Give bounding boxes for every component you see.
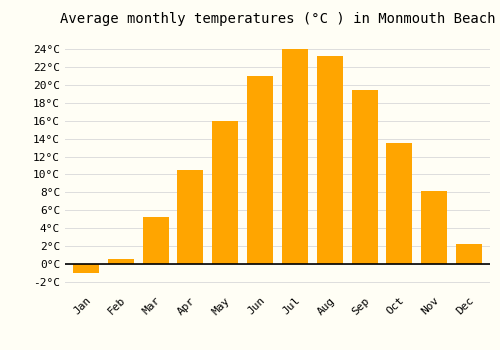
Bar <box>386 143 412 264</box>
Bar <box>316 56 343 264</box>
Bar <box>247 76 273 264</box>
Bar <box>73 264 99 273</box>
Bar <box>178 170 204 264</box>
Bar <box>456 244 482 264</box>
Bar <box>108 259 134 264</box>
Bar <box>352 90 378 264</box>
Title: Average monthly temperatures (°C ) in Monmouth Beach: Average monthly temperatures (°C ) in Mo… <box>60 12 495 26</box>
Bar <box>212 121 238 264</box>
Bar <box>421 191 448 264</box>
Bar <box>282 49 308 264</box>
Bar <box>142 217 169 264</box>
